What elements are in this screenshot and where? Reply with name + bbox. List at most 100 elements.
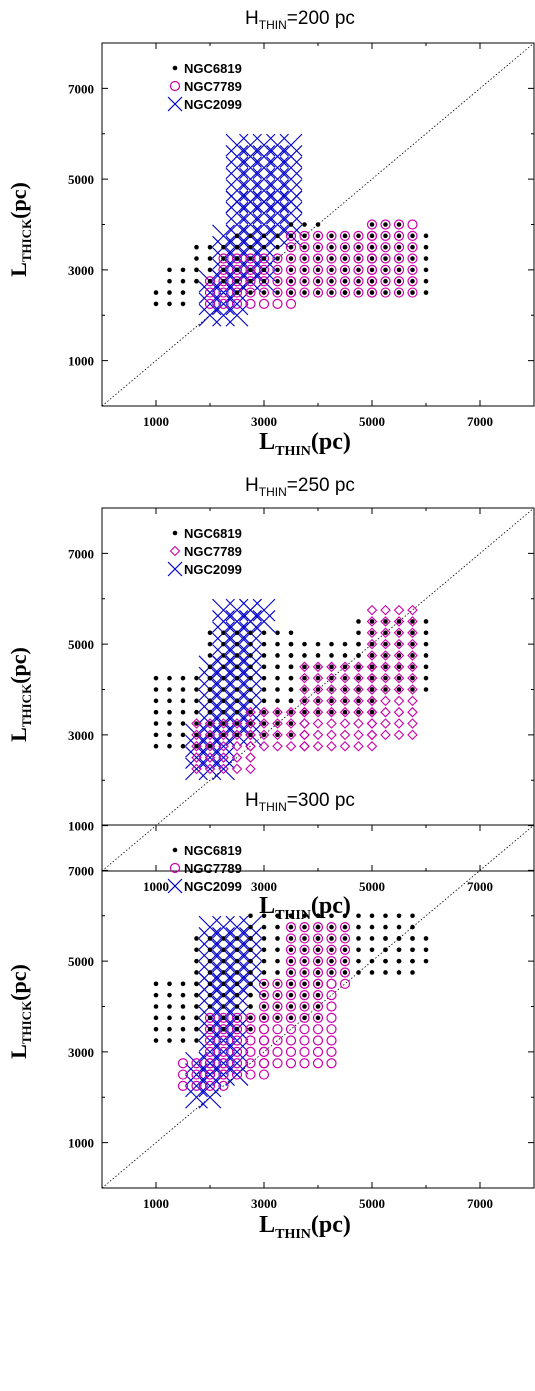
data-point [383, 675, 388, 681]
data-point [221, 698, 226, 704]
data-point [167, 698, 172, 704]
data-point [342, 947, 348, 953]
data-point [339, 933, 351, 944]
data-point [225, 610, 249, 633]
data-point [261, 664, 267, 670]
data-point [207, 675, 213, 681]
data-point [315, 641, 321, 647]
data-point [356, 970, 361, 975]
data-point [299, 1035, 310, 1046]
data-point [239, 133, 262, 157]
data-point [245, 1035, 256, 1046]
data-point [212, 598, 235, 622]
data-point [218, 1046, 229, 1057]
data-point [302, 256, 307, 261]
data-point [342, 698, 348, 704]
data-point [407, 604, 418, 616]
data-point [339, 967, 351, 978]
data-point [285, 921, 297, 933]
data-point [218, 1069, 229, 1080]
data-point [153, 1026, 159, 1032]
data-point [329, 267, 334, 273]
data-point [204, 1046, 216, 1057]
data-point [248, 709, 253, 715]
data-point [342, 244, 348, 250]
data-point [288, 947, 294, 953]
data-point [221, 936, 226, 941]
data-point [239, 167, 262, 191]
data-point [245, 718, 256, 729]
data-point [356, 687, 361, 692]
data-point [329, 256, 334, 261]
x-tick-label: 5000 [359, 879, 385, 894]
data-point [266, 133, 289, 157]
data-point [204, 287, 216, 298]
data-point [383, 958, 388, 964]
data-point [285, 230, 297, 241]
data-point [234, 653, 240, 658]
data-point [380, 264, 391, 275]
data-point [234, 290, 240, 295]
data-point [194, 958, 199, 964]
x-tick-label: 1000 [143, 1196, 169, 1211]
data-point [299, 1046, 310, 1057]
data-point [285, 944, 297, 955]
legend-label: NGC7789 [184, 79, 242, 94]
data-point [393, 638, 405, 650]
data-point [299, 967, 310, 978]
data-point [225, 1063, 249, 1086]
data-point [302, 924, 307, 930]
data-point [225, 303, 249, 327]
data-point [410, 913, 415, 919]
data-point [396, 936, 402, 941]
y-tick-label: 5000 [68, 172, 94, 187]
data-point [329, 958, 334, 964]
data-point [315, 698, 321, 704]
data-point [396, 913, 402, 919]
data-point [410, 244, 415, 250]
data-point [261, 233, 267, 239]
data-point [380, 638, 391, 650]
data-point [191, 752, 202, 763]
data-point [167, 709, 172, 715]
data-point [407, 672, 418, 684]
data-point [356, 278, 361, 284]
data-point [198, 1029, 222, 1052]
data-point [207, 256, 213, 261]
data-point [272, 276, 283, 287]
data-point [302, 278, 307, 284]
data-point [275, 1015, 280, 1021]
data-point [329, 675, 334, 681]
data-point [153, 992, 159, 998]
data-point [356, 267, 361, 273]
data-point [407, 219, 418, 230]
legend-label: NGC2099 [184, 97, 242, 112]
diagonal-line [101, 42, 535, 407]
data-point [225, 213, 249, 236]
data-point [380, 672, 391, 684]
data-point [366, 276, 378, 287]
data-point [167, 675, 172, 681]
data-point [329, 244, 334, 250]
data-point [180, 1004, 186, 1009]
data-point [248, 664, 253, 670]
data-point [315, 924, 321, 930]
data-point [234, 1026, 240, 1032]
data-point [252, 610, 276, 633]
data-point [396, 222, 402, 227]
data-point [258, 978, 270, 989]
data-point [279, 190, 303, 214]
data-point [266, 167, 289, 191]
data-point [356, 913, 361, 919]
data-point [212, 1051, 235, 1075]
data-point [153, 675, 159, 681]
data-point [245, 729, 256, 741]
data-point [194, 278, 199, 284]
data-point [248, 947, 253, 953]
data-point [407, 650, 418, 661]
data-point [245, 1058, 256, 1069]
data-point [329, 936, 334, 941]
data-point [261, 244, 267, 250]
data-point [339, 253, 351, 264]
data-point [329, 653, 334, 658]
